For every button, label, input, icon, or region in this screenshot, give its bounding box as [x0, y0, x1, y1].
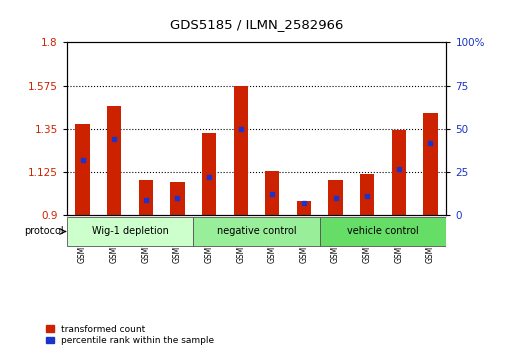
Bar [170, 182, 185, 215]
Bar [233, 86, 248, 215]
Bar [360, 174, 374, 215]
Bar [392, 130, 406, 215]
Bar [297, 201, 311, 215]
Text: Wig-1 depletion: Wig-1 depletion [91, 227, 168, 236]
Bar [107, 106, 121, 215]
Bar [67, 217, 193, 246]
Bar [139, 180, 153, 215]
Bar [320, 217, 446, 246]
Text: protocol: protocol [24, 227, 64, 236]
Bar [265, 171, 280, 215]
Bar [423, 114, 438, 215]
Bar [193, 217, 320, 246]
Text: GDS5185 / ILMN_2582966: GDS5185 / ILMN_2582966 [170, 18, 343, 31]
Text: vehicle control: vehicle control [347, 227, 419, 236]
Legend: transformed count, percentile rank within the sample: transformed count, percentile rank withi… [46, 324, 215, 346]
Bar [75, 124, 90, 215]
Text: negative control: negative control [216, 227, 297, 236]
Bar [328, 180, 343, 215]
Bar [202, 133, 216, 215]
